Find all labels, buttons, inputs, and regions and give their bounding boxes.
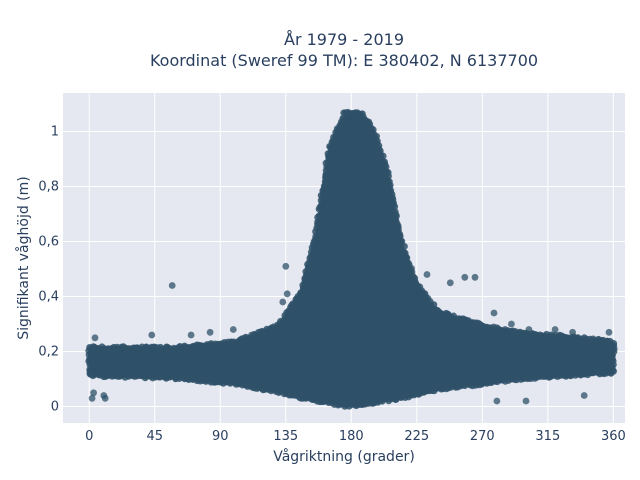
chart-title-line1: År 1979 - 2019: [284, 30, 404, 49]
data-point: [369, 126, 377, 133]
data-points: [85, 108, 618, 410]
chart-title-line2: Koordinat (Sweref 99 TM): E 380402, N 61…: [150, 51, 538, 70]
